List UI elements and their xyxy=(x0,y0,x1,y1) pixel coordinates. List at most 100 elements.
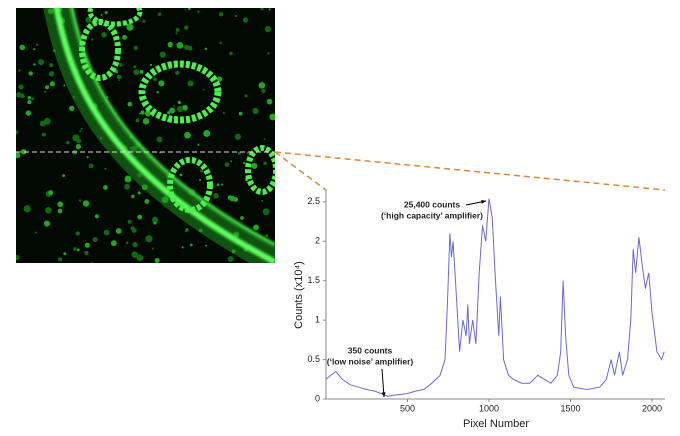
cell xyxy=(92,236,98,242)
cell xyxy=(251,162,258,169)
cell xyxy=(103,185,108,190)
cell xyxy=(176,105,184,113)
cell xyxy=(199,178,201,181)
cell xyxy=(73,247,77,251)
cell xyxy=(159,51,166,58)
cell xyxy=(238,111,243,116)
arrow-head xyxy=(381,392,386,397)
cell xyxy=(218,12,224,17)
cell xyxy=(139,69,144,74)
cell xyxy=(181,246,184,249)
data-line xyxy=(325,198,665,397)
cell xyxy=(25,110,32,116)
cell xyxy=(179,173,183,177)
cell xyxy=(39,120,46,127)
cell xyxy=(16,130,19,135)
cell xyxy=(104,11,108,15)
cell xyxy=(136,254,144,262)
cell xyxy=(91,261,94,263)
x-tick-label: 1000 xyxy=(479,403,499,413)
cell xyxy=(262,208,270,216)
arrow-head xyxy=(481,199,486,204)
cell xyxy=(213,193,219,199)
cell xyxy=(115,228,122,234)
cell xyxy=(145,110,152,117)
cell xyxy=(33,48,36,51)
cell xyxy=(269,113,275,121)
cell xyxy=(57,201,64,208)
cell xyxy=(37,59,45,66)
cell xyxy=(94,214,99,219)
cell xyxy=(184,9,187,11)
cell xyxy=(240,216,244,220)
cell xyxy=(45,206,52,214)
cell xyxy=(144,199,150,204)
cell xyxy=(69,105,75,112)
y-axis-label: Counts (x10⁴) xyxy=(293,261,305,329)
cell xyxy=(229,51,233,56)
cell xyxy=(234,133,241,140)
annotation: 25,400 counts xyxy=(404,199,460,209)
cell xyxy=(145,235,153,243)
cell xyxy=(221,183,224,186)
cell xyxy=(118,79,120,82)
cell xyxy=(16,92,22,98)
cell xyxy=(261,199,264,202)
cell xyxy=(34,231,38,234)
cell xyxy=(235,15,237,17)
cell xyxy=(58,257,63,262)
cell xyxy=(197,10,200,13)
micrograph xyxy=(16,8,275,263)
cell xyxy=(127,101,133,107)
cell xyxy=(88,163,94,169)
cell xyxy=(216,76,223,82)
cell xyxy=(28,71,33,76)
cell xyxy=(18,69,21,72)
cell xyxy=(157,12,162,16)
cell xyxy=(131,194,135,199)
cell xyxy=(202,88,205,91)
cell xyxy=(84,250,89,255)
y-tick-label: 2 xyxy=(315,236,320,246)
cell xyxy=(184,25,189,30)
cell xyxy=(264,26,271,33)
cell xyxy=(222,112,225,115)
cell xyxy=(261,88,266,93)
cell xyxy=(175,28,180,32)
cell xyxy=(20,148,27,155)
y-tick-label: 0.5 xyxy=(307,354,320,364)
cell xyxy=(203,129,211,137)
cell xyxy=(154,257,160,263)
cell xyxy=(103,229,110,236)
cell xyxy=(175,43,178,46)
cell xyxy=(153,221,157,225)
cell xyxy=(75,231,80,236)
y-tick-label: 0 xyxy=(315,393,320,403)
cell xyxy=(23,205,31,213)
annotation: 350 counts xyxy=(348,345,393,355)
cell xyxy=(84,242,90,248)
cell xyxy=(156,136,163,143)
cell xyxy=(72,134,80,142)
cell xyxy=(167,41,173,48)
x-tick-label: 1500 xyxy=(560,403,580,413)
cell xyxy=(182,104,188,111)
cell xyxy=(138,112,141,115)
cell xyxy=(153,77,157,81)
cell xyxy=(133,65,137,69)
cell xyxy=(175,32,178,35)
cell xyxy=(184,229,188,233)
cell xyxy=(125,241,129,245)
annotation-arrow xyxy=(381,368,385,398)
cell xyxy=(90,38,94,41)
cell xyxy=(260,8,264,11)
cell xyxy=(78,199,82,202)
cell xyxy=(85,16,92,23)
cell xyxy=(44,90,47,93)
annotation: (‘high capacity’ amplifier) xyxy=(381,210,483,220)
cell xyxy=(62,174,66,178)
cell xyxy=(133,45,139,51)
cell xyxy=(86,156,89,159)
cell xyxy=(49,63,54,68)
